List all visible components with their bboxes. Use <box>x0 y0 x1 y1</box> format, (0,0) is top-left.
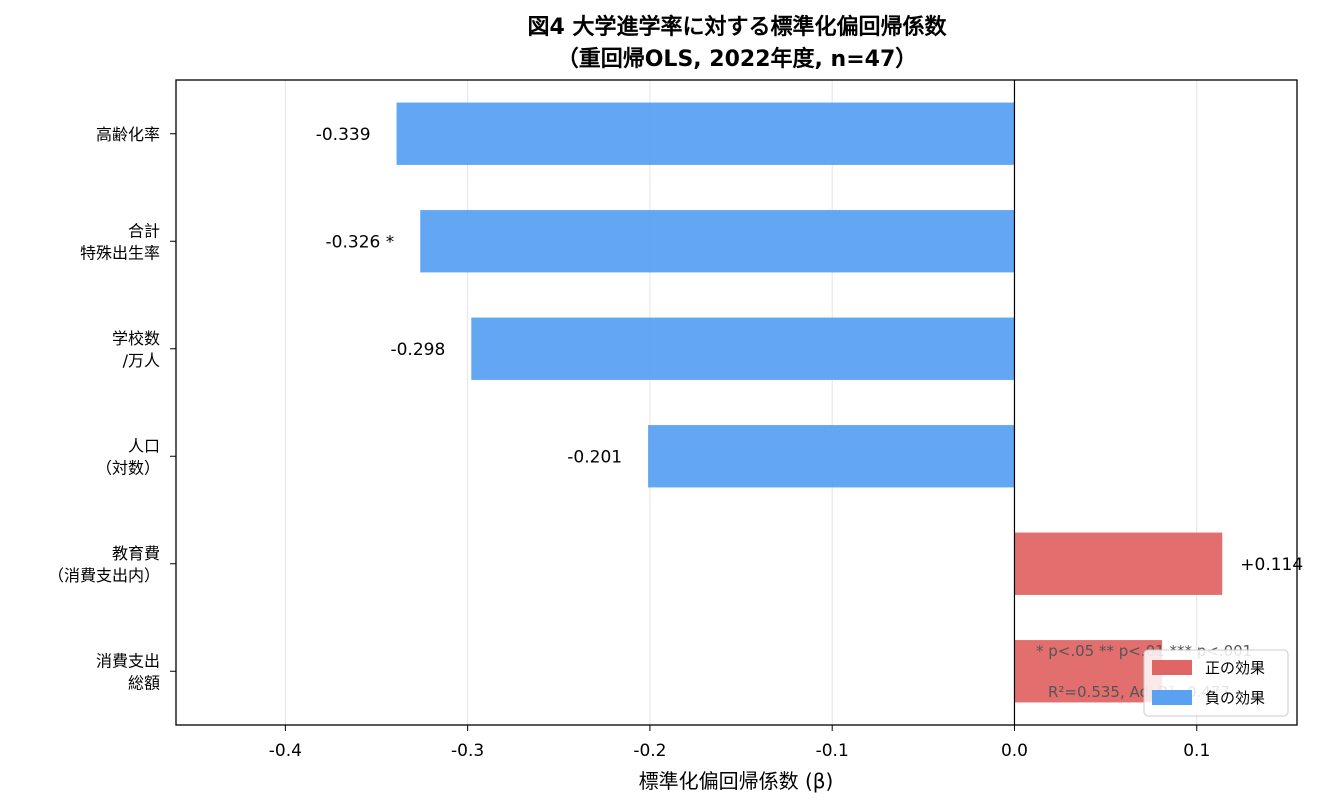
x-tick-label-5: 0.1 <box>1183 741 1210 761</box>
bar-0 <box>396 102 1015 165</box>
category-label-2-0: 学校数 <box>112 329 160 348</box>
legend-label-negative: 負の効果 <box>1205 689 1265 707</box>
legend-label-positive: 正の効果 <box>1205 659 1265 677</box>
x-tick-label-0: -0.4 <box>269 741 302 761</box>
value-labels: -0.339 -0.326 * -0.298 -0.201 +0.114 <box>316 125 1303 575</box>
value-label-4: +0.114 <box>1240 555 1303 575</box>
value-label-3: -0.201 <box>567 447 622 467</box>
x-tick-label-2: -0.2 <box>633 741 666 761</box>
legend-swatch-negative <box>1152 690 1192 705</box>
category-label-5-0: 消費支出 <box>96 651 160 670</box>
category-label-3-0: 人口 <box>128 436 160 455</box>
x-tick-label-1: -0.3 <box>451 741 484 761</box>
bar-3 <box>648 425 1015 488</box>
category-label-4-0: 教育費 <box>112 544 160 563</box>
value-label-2: -0.298 <box>390 340 445 360</box>
x-tick-label-3: -0.1 <box>816 741 849 761</box>
bar-4 <box>1014 532 1223 595</box>
category-label-5-1: 総額 <box>128 673 160 692</box>
value-label-1: -0.326 * <box>326 232 395 252</box>
plot-frame <box>175 79 1298 726</box>
value-label-0: -0.339 <box>316 125 371 145</box>
bar-1 <box>420 210 1015 273</box>
bars <box>396 102 1223 703</box>
category-label-2-1: /万人 <box>123 351 160 370</box>
legend-swatch-positive <box>1152 660 1192 675</box>
x-axis: -0.4 -0.3 -0.2 -0.1 0.0 0.1 <box>269 725 1210 761</box>
chart-subtitle: （重回帰OLS, 2022年度, n=47） <box>557 46 918 72</box>
category-label-3-1: （対数） <box>96 458 160 477</box>
bar-2 <box>471 317 1015 380</box>
gridlines <box>284 80 1198 725</box>
bar-5 <box>1014 640 1163 703</box>
legend: 正の効果 負の効果 <box>1143 649 1289 717</box>
category-label-4-1: （消費支出内） <box>48 566 160 585</box>
category-label-0-0: 高齢化率 <box>96 125 160 144</box>
x-tick-label-4: 0.0 <box>1001 741 1028 761</box>
x-axis-label: 標準化偏回帰係数 (β) <box>639 769 834 793</box>
category-label-1-1: 特殊出生率 <box>80 243 160 262</box>
category-label-1-0: 合計 <box>128 221 160 240</box>
chart-title: 図4 大学進学率に対する標準化偏回帰係数 <box>528 14 948 40</box>
